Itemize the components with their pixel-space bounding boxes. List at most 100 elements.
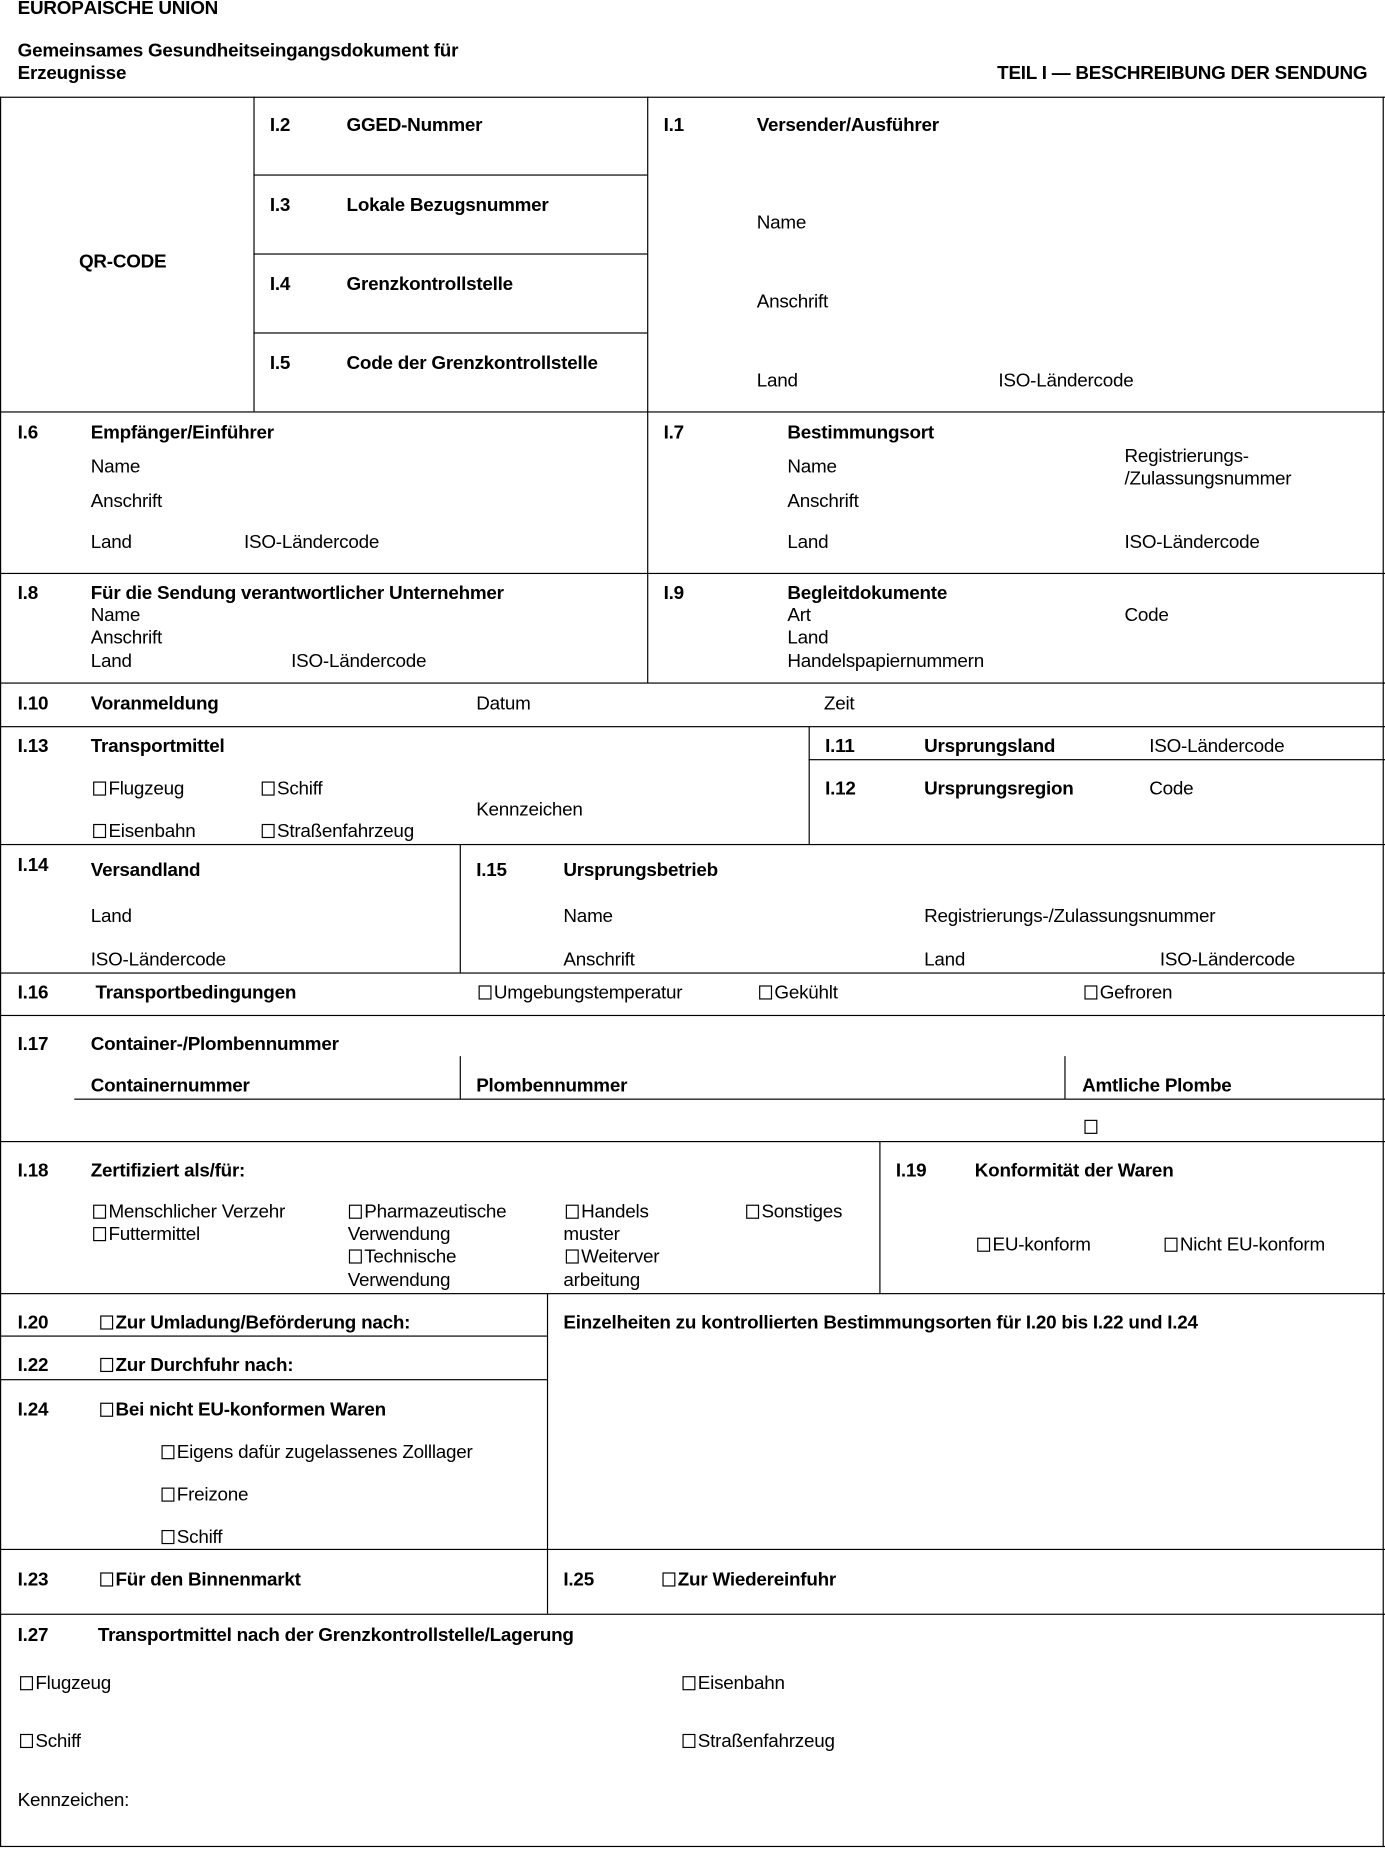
checkbox-icon[interactable] xyxy=(977,1237,991,1252)
checkbox-further-processing[interactable]: Weiterver xyxy=(565,1246,660,1270)
checkbox-icon[interactable] xyxy=(93,1227,107,1242)
checkbox-eu-conform[interactable]: EU-konform xyxy=(977,1234,1091,1258)
establishment-address[interactable]: Anschrift xyxy=(563,950,635,971)
checkbox-icon[interactable] xyxy=(662,1572,676,1587)
origin-iso[interactable]: ISO-Ländercode xyxy=(1149,736,1285,757)
checkbox-icon[interactable] xyxy=(759,985,773,1000)
operator-name[interactable]: Name xyxy=(90,605,141,626)
dispatch-iso[interactable]: ISO-Ländercode xyxy=(90,950,226,971)
field-number: I.25 xyxy=(563,1570,594,1591)
checkbox-pharma[interactable]: Pharmazeutische xyxy=(348,1201,507,1225)
destination-reg-2[interactable]: /Zulassungsnummer xyxy=(1124,469,1292,490)
checkbox-icon[interactable] xyxy=(93,823,107,839)
qr-code-area: QR-CODE xyxy=(78,252,167,273)
checkbox-re-entry[interactable]: Zur Wiedereinfuhr xyxy=(662,1569,836,1593)
consignor-name[interactable]: Name xyxy=(756,213,807,234)
checkbox-icon[interactable] xyxy=(20,1676,34,1691)
establishment-country[interactable]: Land xyxy=(924,950,966,971)
consignor-iso[interactable]: ISO-Ländercode xyxy=(998,371,1134,392)
checkbox-label: Flugzeug xyxy=(108,779,185,800)
checkbox-icon[interactable] xyxy=(478,985,492,1000)
checkbox-icon[interactable] xyxy=(682,1676,696,1691)
commercial-doc-numbers[interactable]: Handelspapiernummern xyxy=(787,651,984,672)
consignee-name[interactable]: Name xyxy=(90,457,141,478)
checkbox-human-consumption[interactable]: Menschlicher Verzehr xyxy=(93,1201,285,1225)
destination-iso[interactable]: ISO-Ländercode xyxy=(1124,532,1260,553)
transport-conditions-label: Transportbedingungen xyxy=(95,983,297,1004)
checkbox-icon[interactable] xyxy=(93,1204,107,1219)
checkbox-non-conform-goods[interactable]: Bei nicht EU-konformen Waren xyxy=(100,1399,386,1423)
field-number: I.23 xyxy=(17,1570,49,1591)
checkbox-road-onward[interactable]: Straßenfahrzeug xyxy=(682,1730,835,1754)
checkbox-transhipment[interactable]: Zur Umladung/Beförderung nach: xyxy=(100,1312,410,1336)
checkbox-internal-market[interactable]: Für den Binnenmarkt xyxy=(100,1569,301,1593)
checkbox-other[interactable]: Sonstiges xyxy=(746,1201,842,1225)
checkbox-icon[interactable] xyxy=(161,1487,175,1502)
document-code[interactable]: Code xyxy=(1124,605,1169,626)
checkbox-chilled[interactable]: Gekühlt xyxy=(759,982,838,1006)
dispatch-country[interactable]: Land xyxy=(90,906,132,927)
checkbox-icon[interactable] xyxy=(746,1204,760,1219)
checkbox-icon[interactable] xyxy=(1164,1237,1178,1252)
checkbox-aircraft-onward[interactable]: Flugzeug xyxy=(20,1673,111,1697)
operator-iso[interactable]: ISO-Ländercode xyxy=(291,651,427,672)
checkbox-ship-supplier[interactable]: Schiff xyxy=(161,1526,222,1550)
checkbox-ship[interactable]: Schiff xyxy=(261,778,323,802)
checkbox-icon[interactable] xyxy=(1084,985,1098,1000)
checkbox-ship-onward[interactable]: Schiff xyxy=(20,1730,81,1754)
checkbox-icon[interactable] xyxy=(100,1402,114,1417)
checkbox-rail-onward[interactable]: Eisenbahn xyxy=(682,1673,785,1697)
operator-address[interactable]: Anschrift xyxy=(90,628,163,649)
checkbox-ambient[interactable]: Umgebungstemperatur xyxy=(478,982,683,1006)
checkbox-non-eu-conform[interactable]: Nicht EU-konform xyxy=(1164,1234,1325,1258)
document-type[interactable]: Art xyxy=(787,605,811,626)
consignor-country[interactable]: Land xyxy=(756,371,798,392)
checkbox-icon[interactable] xyxy=(93,781,107,796)
checkbox-aircraft[interactable]: Flugzeug xyxy=(93,778,184,802)
origin-region-code[interactable]: Code xyxy=(1149,779,1194,800)
consignor-address[interactable]: Anschrift xyxy=(756,292,828,313)
checkbox-road[interactable]: Straßenfahrzeug xyxy=(261,820,414,844)
consignee-iso[interactable]: ISO-Ländercode xyxy=(243,532,380,553)
checkbox-icon[interactable] xyxy=(100,1315,114,1330)
checkbox-official-seal[interactable] xyxy=(1084,1116,1099,1140)
checkbox-transit[interactable]: Zur Durchfuhr nach: xyxy=(100,1354,294,1378)
document-country[interactable]: Land xyxy=(787,628,829,649)
establishment-name[interactable]: Name xyxy=(563,906,613,927)
checkbox-technical[interactable]: Technische xyxy=(348,1246,456,1270)
checkbox-icon[interactable] xyxy=(100,1357,114,1373)
date-field[interactable]: Datum xyxy=(476,694,531,715)
destination-address[interactable]: Anschrift xyxy=(787,491,859,512)
checkbox-frozen[interactable]: Gefroren xyxy=(1084,982,1173,1006)
checkbox-icon[interactable] xyxy=(161,1445,175,1460)
checkbox-trade-samples[interactable]: Handels xyxy=(565,1201,649,1225)
establishment-reg[interactable]: Registrierungs-/Zulassungsnummer xyxy=(924,906,1216,927)
checkbox-feed[interactable]: Futtermittel xyxy=(93,1224,200,1248)
checkbox-icon[interactable] xyxy=(1084,1119,1098,1134)
destination-reg[interactable]: Registrierungs- xyxy=(1124,446,1249,467)
checkbox-free-zone[interactable]: Freizone xyxy=(161,1484,249,1508)
checkbox-icon[interactable] xyxy=(20,1733,34,1749)
divider xyxy=(253,174,648,176)
checkbox-icon[interactable] xyxy=(161,1529,175,1545)
divider xyxy=(0,96,1385,98)
checkbox-icon[interactable] xyxy=(565,1249,579,1264)
time-field[interactable]: Zeit xyxy=(823,694,855,715)
operator-country[interactable]: Land xyxy=(90,651,132,672)
transport-id[interactable]: Kennzeichen xyxy=(476,800,583,821)
checkbox-icon[interactable] xyxy=(261,823,275,839)
checkbox-icon[interactable] xyxy=(682,1733,696,1749)
consignee-country[interactable]: Land xyxy=(90,532,132,553)
onward-transport-id[interactable]: Kennzeichen: xyxy=(17,1790,130,1811)
destination-name[interactable]: Name xyxy=(787,457,837,478)
checkbox-icon[interactable] xyxy=(100,1572,114,1587)
checkbox-rail[interactable]: Eisenbahn xyxy=(93,820,196,844)
checkbox-icon[interactable] xyxy=(261,781,275,796)
checkbox-icon[interactable] xyxy=(348,1204,362,1219)
checkbox-icon[interactable] xyxy=(348,1249,362,1264)
checkbox-icon[interactable] xyxy=(565,1204,579,1219)
consignee-address[interactable]: Anschrift xyxy=(90,491,163,512)
destination-country[interactable]: Land xyxy=(787,532,829,553)
establishment-iso[interactable]: ISO-Ländercode xyxy=(1159,950,1295,971)
checkbox-customs-warehouse[interactable]: Eigens dafür zugelassenes Zolllager xyxy=(161,1442,473,1466)
